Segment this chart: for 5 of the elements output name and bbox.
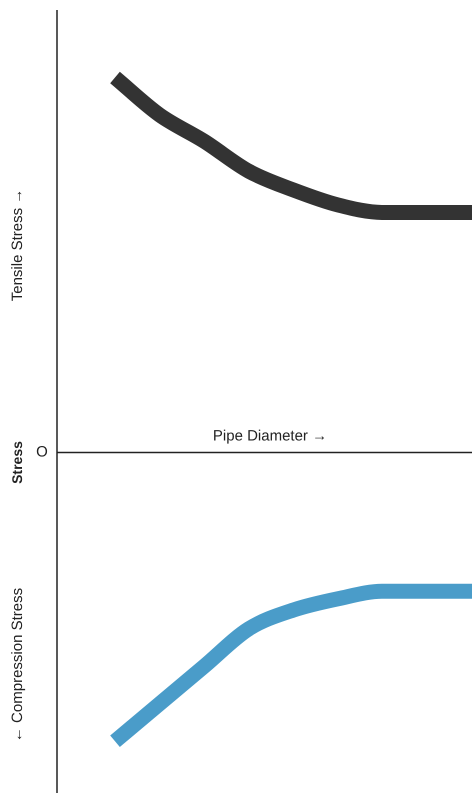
x-axis-title: Pipe Diameter → <box>212 428 328 445</box>
text: O <box>36 444 48 461</box>
y-axis-title: Stress <box>8 440 25 484</box>
text: Tensile Stress → <box>9 188 26 302</box>
text: ← Compression Stress <box>9 588 26 742</box>
